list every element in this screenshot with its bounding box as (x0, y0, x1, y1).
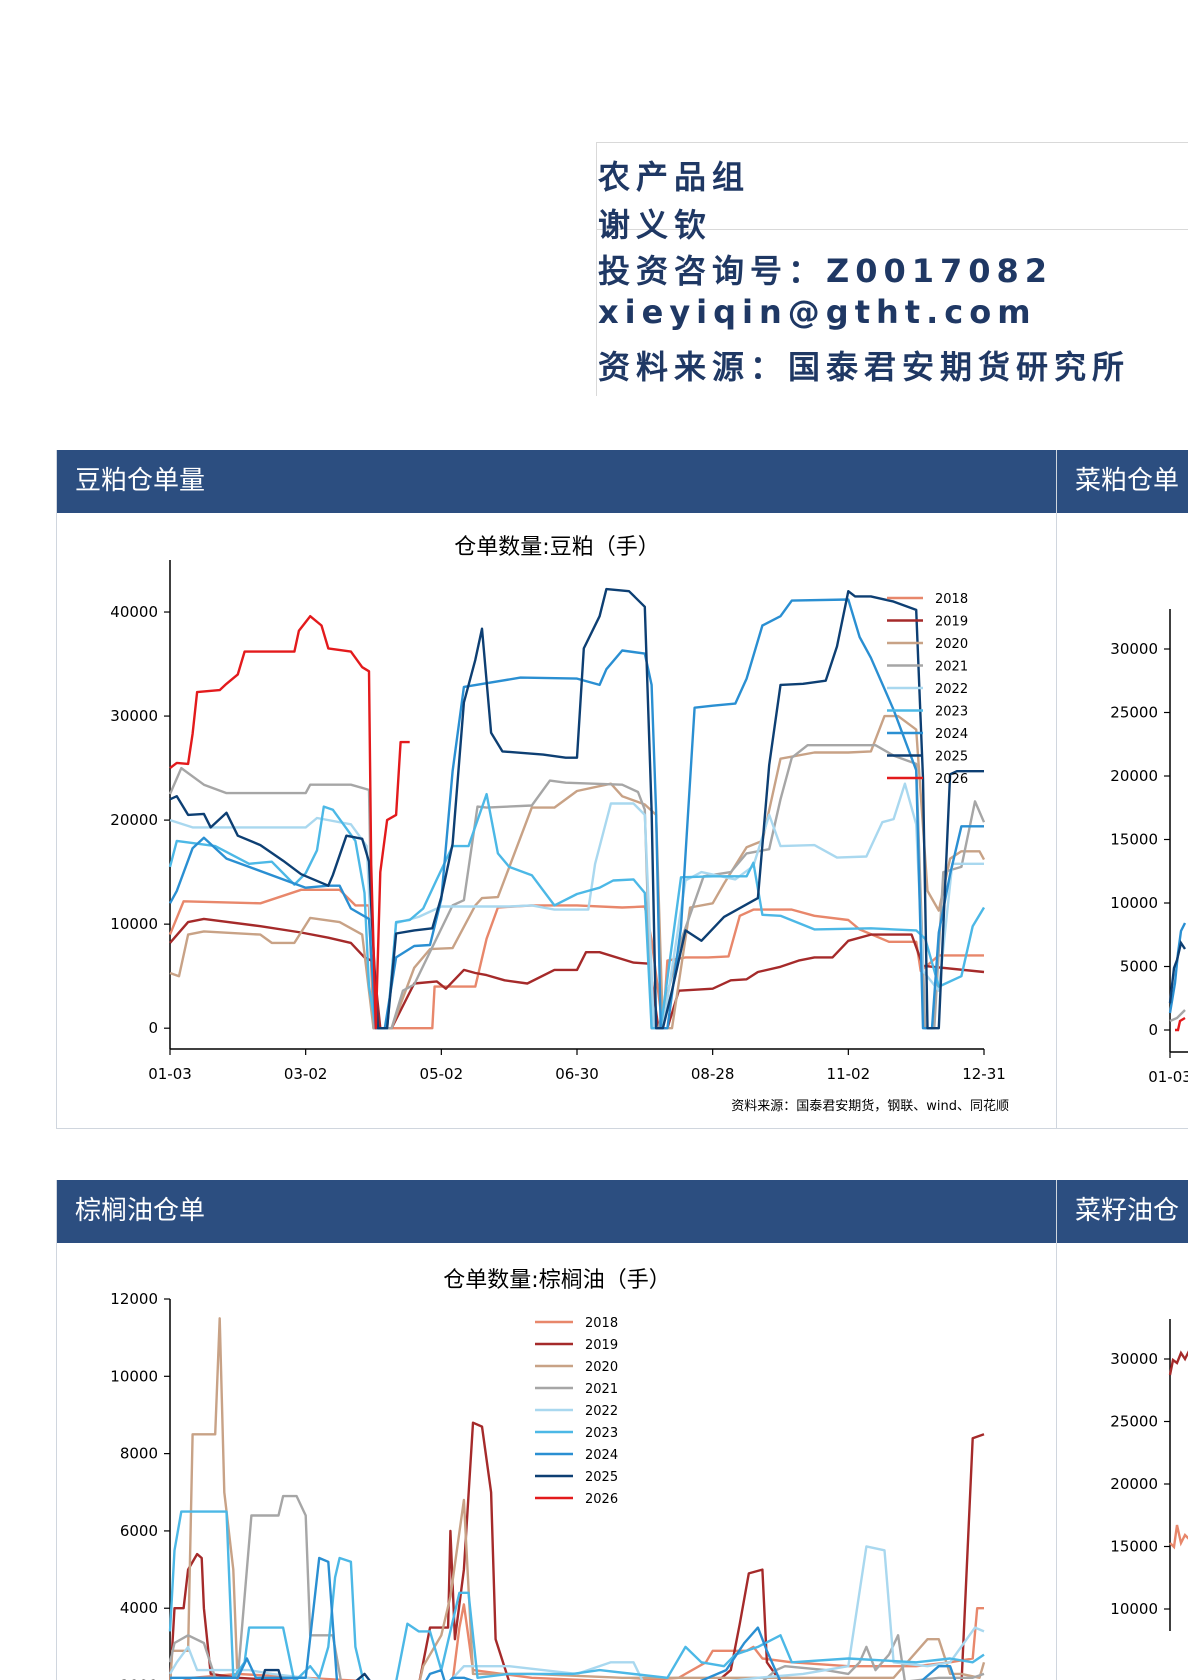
y-tick-label: 10000 (110, 915, 158, 933)
series-line-2023 (168, 1510, 985, 1680)
series-line-2020 (169, 714, 986, 1030)
license-number: 投资咨询号：Z0017082 (598, 252, 1054, 290)
palm-panel-title: 棕榈油仓单 (57, 1180, 1056, 1243)
analyst-email: xieyiqin@gtht.com (598, 293, 1037, 331)
chart-title: 仓单数量:棕榈油（手） (443, 1268, 670, 1293)
x-tick-label: 03-02 (284, 1065, 328, 1083)
legend-label-2019: 2019 (585, 1338, 618, 1353)
y-tick-label: 30000 (110, 707, 158, 725)
source-note: 资料来源：国泰君安期货，钢联、wind、同花顺 (731, 1098, 1009, 1114)
series-line-2026 (169, 615, 410, 1030)
y-tick-label: 8000 (120, 1445, 158, 1463)
group-name: 农产品组 (598, 158, 751, 196)
soymeal-panel: 豆粕仓单量 仓单数量:豆粕（手） 0 10000 20000 30000 40000 01-… (56, 450, 1056, 1129)
info-source: 资料来源：国泰君安期货研究所 (598, 348, 1131, 386)
series-line-2018 (182, 1603, 984, 1680)
legend-label-2019: 2019 (935, 615, 968, 630)
y-tick-label: 20000 (110, 811, 158, 829)
series-line-2019 (169, 917, 985, 1030)
y-tick-label: 15000 (1110, 831, 1158, 849)
rapemeal-chart-clipped: 0 5000 10000 15000 20000 25000 30000 01-03 (1110, 609, 1188, 1086)
x-tick-label: 01-03 (1148, 1068, 1188, 1086)
x-tick-label: 11-02 (827, 1065, 871, 1083)
info-divider (596, 229, 1188, 230)
series-line-2020 (169, 1317, 986, 1680)
legend-label-2025: 2025 (935, 750, 968, 765)
series-line-fragment (1169, 1524, 1188, 1550)
x-tick-label: 05-02 (420, 1065, 464, 1083)
y-tick-label: 0 (1148, 1021, 1158, 1039)
legend-label-2018: 2018 (935, 592, 968, 607)
palm-panel: 棕榈油仓单 仓单数量:棕榈油（手） 2000 4000 6000 8000 10000 12… (56, 1180, 1056, 1680)
palm-chart: 仓单数量:棕榈油（手） 2000 4000 6000 8000 10000 12000 201… (110, 1268, 986, 1680)
series-line-fragment (1175, 1016, 1186, 1032)
legend-label-2026: 2026 (585, 1492, 618, 1507)
series-line-2023 (168, 792, 986, 1030)
series-line-fragment (1169, 1009, 1186, 1023)
soymeal-chart: 仓单数量:豆粕（手） 0 10000 20000 30000 40000 01-03 03-0… (110, 535, 1009, 1114)
series-line-fragment (1168, 940, 1186, 1004)
series-line-2021 (168, 1494, 985, 1680)
y-tick-label: 12000 (110, 1290, 158, 1308)
series-line-fragment (1168, 922, 1187, 1014)
soymeal-panel-title: 豆粕仓单量 (57, 450, 1056, 513)
legend-label-2024: 2024 (585, 1448, 618, 1463)
legend-label-2026: 2026 (935, 772, 968, 787)
y-tick-label: 30000 (1110, 640, 1158, 658)
y-tick-label: 10000 (1110, 894, 1158, 912)
series-line-2025 (169, 587, 984, 1030)
y-tick-label: 10000 (1110, 1600, 1158, 1618)
series-line-2019 (169, 1421, 985, 1680)
analyst-name: 谢义钦 (598, 206, 713, 244)
y-tick-label: 25000 (1110, 704, 1158, 722)
y-tick-label: 2000 (120, 1677, 158, 1680)
series-line-2021 (168, 744, 986, 1030)
x-tick-label: 01-03 (148, 1065, 192, 1083)
legend-label-2022: 2022 (935, 682, 968, 697)
y-tick-label: 15000 (1110, 1538, 1158, 1556)
legend-label-2023: 2023 (585, 1426, 618, 1441)
chart-title: 仓单数量:豆粕（手） (454, 535, 659, 560)
rapemeal-panel-title: 菜粕仓单 (1057, 450, 1188, 513)
legend-label-2022: 2022 (585, 1404, 618, 1419)
y-tick-label: 5000 (1120, 958, 1158, 976)
y-tick-label: 20000 (1110, 767, 1158, 785)
y-tick-label: 25000 (1110, 1413, 1158, 1431)
y-tick-label: 40000 (110, 603, 158, 621)
x-tick-label: 08-28 (691, 1065, 735, 1083)
series-line-fragment (1168, 1350, 1188, 1376)
rapeoil-panel: 菜籽油仓 10000 15000 20000 25000 30000 (1056, 1180, 1188, 1680)
legend-label-2020: 2020 (935, 637, 968, 652)
legend-label-2020: 2020 (585, 1360, 618, 1375)
y-tick-label: 0 (148, 1019, 158, 1037)
rapeoil-panel-title: 菜籽油仓 (1057, 1180, 1188, 1243)
legend-label-2024: 2024 (935, 727, 968, 742)
x-tick-label: 12-31 (962, 1065, 1006, 1083)
legend-label-2021: 2021 (585, 1382, 618, 1397)
rapeoil-chart-clipped: 10000 15000 20000 25000 30000 (1110, 1319, 1188, 1631)
legend-label-2023: 2023 (935, 705, 968, 720)
y-tick-label: 10000 (110, 1367, 158, 1385)
series-line-2024 (168, 598, 984, 1030)
legend-label-2018: 2018 (585, 1316, 618, 1331)
rapemeal-panel: 菜粕仓单 0 5000 10000 15000 20000 25000 30000 01-03 (1056, 450, 1188, 1129)
author-info-box (596, 142, 1188, 396)
legend-label-2021: 2021 (935, 660, 968, 675)
y-tick-label: 6000 (120, 1522, 158, 1540)
x-tick-label: 06-30 (555, 1065, 599, 1083)
y-tick-label: 20000 (1110, 1475, 1158, 1493)
y-tick-label: 4000 (120, 1599, 158, 1617)
legend-label-2025: 2025 (585, 1470, 618, 1485)
y-tick-label: 30000 (1110, 1350, 1158, 1368)
